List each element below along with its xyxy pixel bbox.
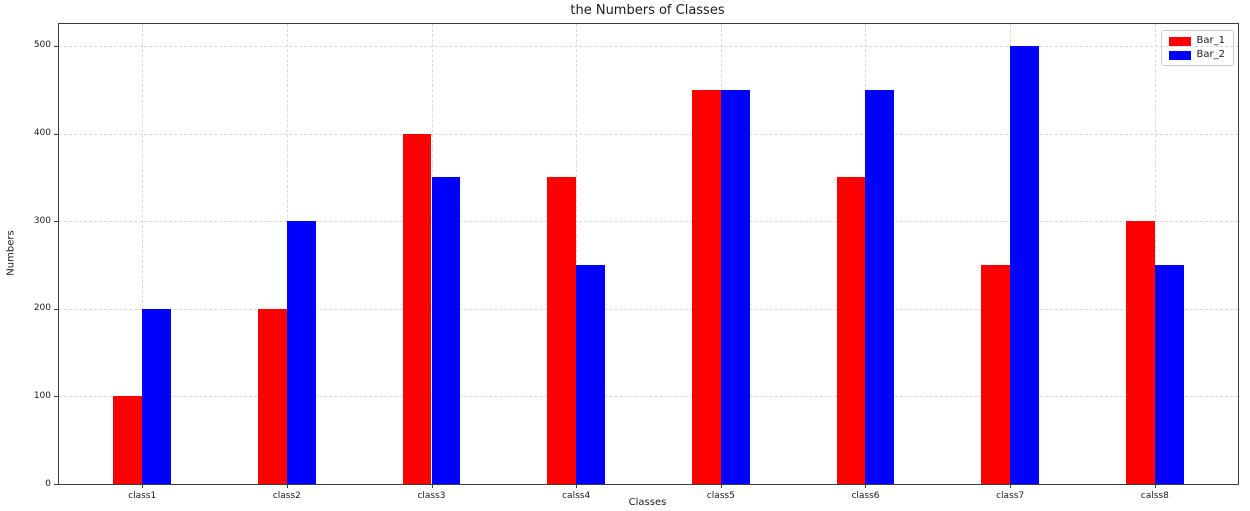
- bar-bar_1-class3: [402, 133, 432, 484]
- gridline-v: [142, 24, 144, 484]
- gridline-h: [59, 221, 1238, 223]
- chart-title: the Numbers of Classes: [570, 3, 725, 18]
- x-tick-mark: [431, 484, 433, 488]
- gridline-h: [59, 396, 1238, 398]
- y-tick-label: 200: [33, 303, 51, 314]
- x-tick-label: class5: [706, 491, 735, 501]
- bar-bar_2-calss8: [1154, 264, 1184, 484]
- x-tick-label: calss8: [1140, 491, 1169, 501]
- y-tick-mark: [54, 45, 59, 47]
- bar-bar_2-calss4: [576, 264, 606, 484]
- gridline-h: [59, 133, 1238, 135]
- legend: Bar_1 Bar_2: [1160, 30, 1234, 66]
- legend-swatch-icon: [1168, 36, 1191, 46]
- y-tick-mark: [54, 308, 59, 310]
- gridline-h: [59, 45, 1238, 47]
- bar-bar_2-class2: [286, 221, 316, 484]
- x-axis-label: Classes: [628, 497, 667, 508]
- bar-bar_1-calss8: [1125, 221, 1155, 484]
- x-tick-label: class6: [851, 491, 880, 501]
- gridline-h: [59, 308, 1238, 310]
- gridline-v: [576, 24, 578, 484]
- bar-bar_2-class7: [1010, 45, 1040, 484]
- x-tick-mark: [865, 484, 867, 488]
- x-tick-mark: [720, 484, 722, 488]
- x-tick-label: class3: [417, 491, 446, 501]
- y-tick-mark: [54, 396, 59, 398]
- x-tick-mark: [576, 484, 578, 488]
- x-tick-label: calss4: [562, 491, 591, 501]
- y-tick-mark: [54, 484, 59, 485]
- y-tick-mark: [54, 133, 59, 135]
- y-tick-label: 400: [33, 128, 51, 139]
- bar-bar_2-class5: [720, 89, 750, 484]
- bar-bar_1-class5: [691, 89, 721, 484]
- bar-bar_1-class7: [981, 264, 1011, 484]
- legend-label: Bar_2: [1196, 49, 1225, 60]
- x-tick-mark: [142, 484, 144, 488]
- legend-swatch-icon: [1168, 50, 1191, 60]
- bar-bar_1-calss4: [547, 177, 577, 484]
- plot-area: Bar_1 Bar_2 0 100 200 300 400 500 class1 class2 c…: [34, 23, 1239, 501]
- y-axis-label: Numbers: [5, 230, 17, 276]
- y-tick-label: 0: [45, 478, 51, 489]
- bar-bar_2-class1: [142, 308, 172, 484]
- legend-label: Bar_1: [1196, 35, 1225, 46]
- legend-entry: Bar_1: [1168, 35, 1225, 46]
- bar-bar_1-class1: [113, 396, 143, 484]
- bar-bar_2-class3: [431, 177, 461, 484]
- x-tick-label: class1: [128, 491, 157, 501]
- y-tick-label: 500: [33, 40, 51, 51]
- x-tick-mark: [1154, 484, 1156, 488]
- x-tick-label: class2: [272, 491, 301, 501]
- x-tick-label: class7: [996, 491, 1025, 501]
- y-tick-mark: [54, 221, 59, 223]
- y-tick-label: 300: [33, 215, 51, 226]
- x-tick-mark: [286, 484, 288, 488]
- y-tick-label: 100: [33, 390, 51, 401]
- gridline-v: [1154, 24, 1156, 484]
- bar-bar_2-class6: [865, 89, 895, 484]
- bar-bar_1-class2: [257, 308, 287, 484]
- x-tick-mark: [1010, 484, 1012, 488]
- bar-bar_1-class6: [836, 177, 866, 484]
- legend-entry: Bar_2: [1168, 49, 1225, 60]
